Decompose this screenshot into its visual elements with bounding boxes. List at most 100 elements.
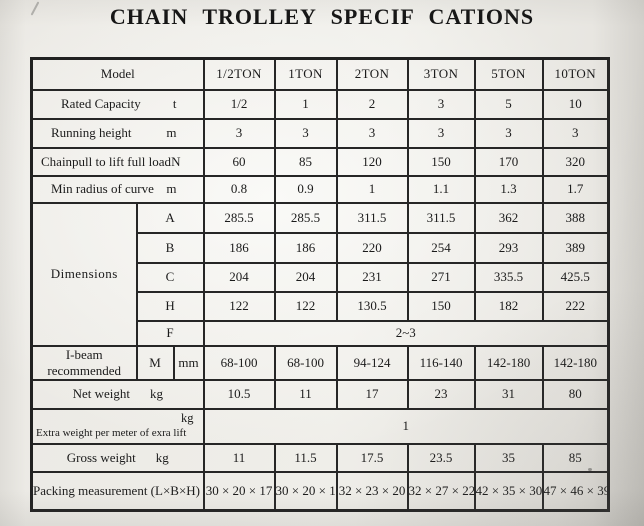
label-wrap: Running height m (34, 121, 202, 146)
value-cell: 68-100 (202, 344, 276, 381)
dimension-letter: H (135, 290, 205, 322)
col-header: 2TON (335, 57, 409, 91)
span-value-cell: 1 (202, 407, 610, 445)
value-cell: 3 (541, 117, 610, 149)
col-header: 3TON (406, 57, 476, 91)
row-label-cell: Min radius of curve m (30, 174, 205, 204)
value-cell: 285.5 (202, 201, 276, 234)
min-radius-row: Min radius of curve m 0.8 0.9 1 1.1 1.3 … (30, 174, 610, 204)
value-cell: 130.5 (335, 290, 409, 322)
value-cell: 362 (473, 201, 544, 234)
col-header: 5TON (473, 57, 544, 91)
row-label-cell: kg Extra weight per meter of exra lift (30, 407, 205, 445)
gross-weight-row: Gross weight kg 11 11.5 17.5 23.5 35 85 (30, 442, 610, 473)
value-cell: 3 (406, 117, 476, 149)
header-row: Model 1/2TON 1TON 2TON 3TON 5TON 10TON (30, 57, 610, 91)
value-cell: 388 (541, 201, 610, 234)
value-cell: 0.9 (273, 174, 338, 204)
value-cell: 2 (335, 88, 409, 120)
extra-weight-row: kg Extra weight per meter of exra lift 1 (30, 407, 610, 445)
value-cell: 425.5 (541, 261, 610, 293)
dimension-letter: A (135, 201, 205, 234)
row-label: Chainpull to lift full load (41, 153, 171, 169)
model-label-cell: Model (30, 57, 205, 91)
dimension-row-A: Dimensions A 285.5 285.5 311.5 311.5 362… (30, 201, 610, 347)
label-wrap: Rated Capacity t (34, 92, 202, 117)
value-cell: 311.5 (406, 201, 476, 234)
value-cell: 311.5 (335, 201, 409, 234)
chainpull-row: Chainpull to lift full load N 60 85 120 … (30, 146, 610, 177)
label-wrap: kg Extra weight per meter of exra lift (34, 411, 202, 442)
col-header: 1/2TON (202, 57, 276, 91)
value-cell: 389 (541, 231, 610, 264)
dimension-letter: B (135, 231, 205, 264)
value-cell: 186 (202, 231, 276, 264)
value-cell: 31 (473, 378, 544, 410)
i-beam-sub-m: M (135, 344, 175, 381)
row-unit: t (172, 96, 177, 111)
value-cell: 150 (406, 290, 476, 322)
value-cell: 220 (335, 231, 409, 264)
value-cell: 182 (473, 290, 544, 322)
dimension-row-F: F 2~3 (32, 319, 610, 347)
value-cell: 0.8 (202, 174, 276, 204)
value-cell: 32 × 27 × 22 (406, 470, 476, 512)
row-label-cell: Chainpull to lift full load N (30, 146, 205, 177)
value-cell: 47 × 46 × 39 (541, 470, 610, 512)
value-cell: 204 (273, 261, 338, 293)
value-cell: 285.5 (273, 201, 338, 234)
value-cell: 222 (541, 290, 610, 322)
row-unit: N (171, 153, 181, 169)
row-unit: kg (149, 386, 163, 401)
value-cell: 32 × 23 × 20 (335, 470, 409, 512)
running-height-row: Running height m 3 3 3 3 3 3 (30, 117, 610, 149)
net-weight-row: Net weight kg 10.5 11 17 23 31 80 (30, 378, 610, 410)
value-cell: 204 (202, 261, 276, 293)
value-cell: 85 (541, 442, 610, 473)
value-cell: 142-180 (541, 344, 610, 381)
i-beam-sub-mm: mm (172, 344, 205, 381)
row-label-cell: Rated Capacity t (30, 88, 205, 120)
spec-table: Model 1/2TON 1TON 2TON 3TON 5TON 10TON R… (30, 57, 611, 512)
row-label-cell: I-beam recommended (30, 344, 138, 381)
dimension-row-H: H 122 122 130.5 150 182 222 (32, 290, 610, 322)
label-wrap: Chainpull to lift full load N (34, 150, 202, 174)
value-cell: 80 (541, 378, 610, 410)
row-label: Running height (51, 125, 132, 140)
dimension-letter: C (135, 261, 205, 293)
value-cell: 122 (273, 290, 338, 322)
value-cell: 293 (473, 231, 544, 264)
value-cell: 3 (406, 88, 476, 120)
value-cell: 60 (202, 146, 276, 177)
value-cell: 3 (202, 117, 276, 149)
value-cell: 1/2 (202, 88, 276, 120)
row-label-cell: Packing measurement (L×B×H) cm (30, 470, 205, 512)
value-cell: 11 (202, 442, 276, 473)
value-cell: 150 (406, 146, 476, 177)
value-cell: 17 (335, 378, 409, 410)
dimension-letter: F (135, 319, 205, 347)
value-cell: 30 × 20 × 17 (273, 470, 338, 512)
value-cell: 30 × 20 × 17 (202, 470, 276, 512)
row-unit: m (166, 181, 177, 196)
row-unit: m (166, 125, 177, 140)
value-cell: 231 (335, 261, 409, 293)
value-cell: 3 (473, 117, 544, 149)
value-cell: 11 (273, 378, 338, 410)
dimension-row-B: B 186 186 220 254 293 389 (32, 231, 610, 264)
dimension-row-C: C 204 204 231 271 335.5 425.5 (32, 261, 610, 293)
col-header: 1TON (273, 57, 338, 91)
value-cell: 186 (273, 231, 338, 264)
value-cell: 1 (273, 88, 338, 120)
value-cell: 1.1 (406, 174, 476, 204)
value-cell: 68-100 (273, 344, 338, 381)
col-header: 10TON (541, 57, 610, 91)
value-cell: 320 (541, 146, 610, 177)
row-label: Extra weight per meter of exra lift (36, 427, 187, 439)
value-cell: 254 (406, 231, 476, 264)
row-label-cell: Gross weight kg (30, 442, 205, 473)
value-cell: 142-180 (473, 344, 544, 381)
value-cell: 1.3 (473, 174, 544, 204)
value-cell: 1.7 (541, 174, 610, 204)
